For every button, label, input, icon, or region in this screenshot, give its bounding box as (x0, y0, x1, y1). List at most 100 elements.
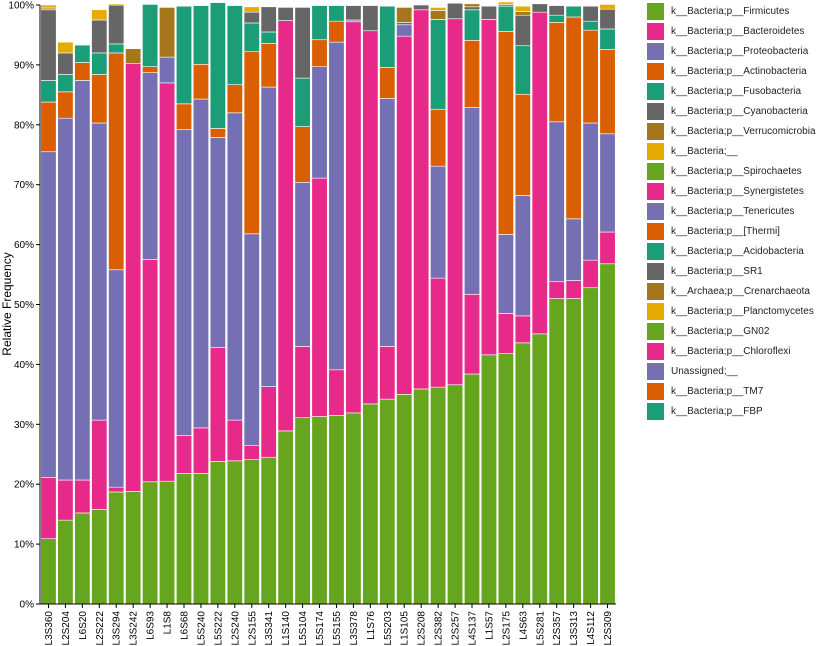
bar-segment-L2S240-3 (226, 84, 243, 114)
bar-segment-L1S140-5 (277, 7, 294, 21)
bar-segment-L2S357-2 (548, 121, 565, 283)
bar-segment-L6S20-2 (74, 80, 91, 481)
legend-label: k__Bacteria;p__Chloroflexi (671, 345, 791, 357)
bar-segment-L4S63-5 (514, 14, 531, 47)
bar-segment-L1S105-2 (396, 24, 413, 37)
bar-segment-L3S313-1 (565, 280, 582, 299)
bar-segment-L2S222-1 (91, 419, 108, 510)
legend-label: k__Bacteria;p__[Thermi] (671, 225, 780, 237)
legend-label: k__Archaea;p__Crenarchaeota (671, 285, 810, 297)
bar-segment-L6S68-3 (175, 103, 193, 130)
bar-segment-L2S204-1 (57, 479, 74, 521)
bar-segment-L6S93-3 (142, 66, 159, 73)
bar-segment-L3S294-4 (108, 43, 125, 54)
x-tick-label: L5S155 (332, 611, 343, 646)
bar-segment-L6S68-0 (175, 473, 193, 605)
bar-segment-L3S378-0 (345, 412, 362, 605)
legend-label: k__Bacteria;p__Planctomycetes (671, 305, 814, 317)
x-tick-label: L3S378 (349, 611, 360, 646)
legend-label: k__Bacteria;p__SR1 (671, 265, 763, 277)
legend-label: k__Bacteria;p__Proteobacteria (671, 45, 809, 57)
bar-segment-L2S204-7 (57, 41, 74, 54)
legend-label: k__Bacteria;p__Acidobacteria (671, 245, 804, 257)
bar-segment-L2S309-1 (599, 231, 616, 265)
x-tick-label: L2S257 (451, 611, 462, 646)
bar-segment-L2S382-6 (430, 10, 447, 20)
legend-swatch (647, 322, 664, 340)
bar-segment-L2S382-0 (430, 386, 447, 605)
bar-segment-L5S240-3 (192, 64, 209, 100)
bar-segment-L5S104-4 (294, 77, 311, 127)
bar-segment-L2S155-5 (243, 11, 260, 24)
bar-segment-L5S174-1 (311, 177, 328, 417)
legend-swatch (647, 22, 664, 40)
legend-item: k__Bacteria;p__Tenericutes (647, 201, 815, 221)
legend-label: k__Bacteria;p__Synergistetes (671, 185, 804, 197)
bar-segment-L4S137-2 (463, 107, 481, 295)
bar-segment-L5S222-2 (209, 137, 226, 348)
bar-segment-L1S76-1 (362, 30, 379, 405)
bar-segment-L2S257-1 (447, 18, 464, 386)
legend-swatch (647, 122, 664, 140)
bar-segment-L2S309-4 (599, 28, 616, 50)
bar-segment-L2S357-1 (548, 281, 565, 299)
bar-segment-L2S204-3 (57, 91, 74, 119)
bar-segment-L4S112-0 (582, 287, 599, 605)
bar-segment-L5S155-3 (328, 20, 345, 43)
legend-swatch (647, 402, 664, 420)
bar-segment-L3S360-4 (40, 80, 57, 103)
bar-segment-L3S360-1 (40, 477, 57, 540)
y-tick-label: 80% (14, 120, 34, 131)
bar-segment-L1S57-0 (480, 354, 497, 605)
bar-segment-L3S341-0 (260, 456, 277, 605)
bar-segment-L5S174-2 (311, 66, 328, 179)
bar-segment-L4S63-3 (514, 93, 531, 196)
legend-item: k__Bacteria;__ (647, 141, 815, 161)
legend-label: k__Bacteria;p__Verrucomicrobia (671, 125, 816, 137)
bar-segment-L5S203-1 (379, 346, 396, 400)
bar-segment-L3S313-0 (565, 298, 582, 605)
bar-segment-L5S281-1 (531, 11, 548, 335)
legend-item: k__Bacteria;p__Chloroflexi (647, 341, 815, 361)
bar-segment-L2S382-3 (430, 108, 447, 167)
legend-label: k__Bacteria;p__Tenericutes (671, 205, 795, 217)
bar-segment-L3S294-7 (108, 3, 125, 6)
x-tick-label: L3S313 (569, 611, 580, 646)
bar-segment-L4S112-4 (582, 20, 599, 31)
y-tick-label: 50% (14, 300, 34, 311)
bar-segment-L3S294-3 (108, 52, 125, 271)
bar-segment-L5S240-2 (192, 98, 209, 429)
bar-segment-L4S137-4 (463, 9, 481, 41)
bar-segment-L2S204-0 (57, 519, 74, 605)
bar-segment-L4S112-5 (582, 5, 599, 22)
legend-label: k__Bacteria;__ (671, 145, 738, 157)
bar-segment-L2S240-0 (226, 460, 243, 605)
bar-segment-L2S155-2 (243, 233, 260, 446)
x-tick-label: L5S240 (196, 611, 207, 646)
bar-segment-L4S112-3 (582, 29, 599, 124)
bar-segment-L5S104-2 (294, 182, 311, 347)
x-tick-label: L2S204 (61, 611, 72, 646)
bar-segment-L2S382-1 (430, 277, 447, 388)
legend-item: k__Bacteria;p__Firmicutes (647, 1, 815, 21)
legend-swatch (647, 202, 664, 220)
bar-segment-L3S341-4 (260, 31, 277, 44)
y-tick-label: 30% (14, 420, 34, 431)
bar-segment-L5S155-4 (328, 5, 345, 22)
bar-segment-L5S240-0 (192, 473, 209, 605)
bar-segment-L5S240-1 (192, 427, 209, 474)
x-tick-label: L2S208 (417, 611, 428, 646)
bar-segment-L2S222-2 (91, 122, 108, 421)
bar-segment-L2S208-5 (413, 4, 430, 11)
bar-segment-L5S174-3 (311, 39, 328, 67)
bar-segment-L6S68-1 (175, 435, 193, 474)
bar-segment-L6S20-3 (74, 62, 91, 81)
legend-swatch (647, 102, 664, 120)
bar-segment-L3S294-1 (108, 486, 125, 493)
bar-segment-L3S294-2 (108, 269, 125, 488)
bar-segment-L2S155-4 (243, 22, 260, 53)
bar-segment-L2S240-1 (226, 419, 243, 462)
legend-item: k__Bacteria;p__[Thermi] (647, 221, 815, 241)
bar-segment-L2S357-4 (548, 14, 565, 23)
y-tick-label: 70% (14, 180, 34, 191)
